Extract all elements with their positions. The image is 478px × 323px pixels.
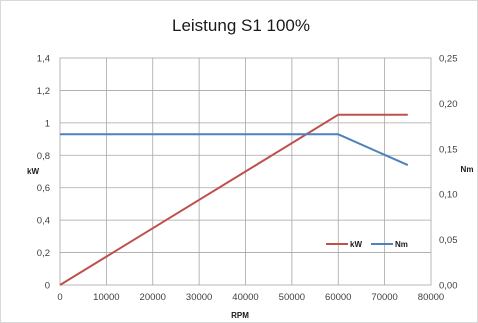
series-line-nm <box>60 133 409 167</box>
x-axis-title: RPM <box>231 311 249 320</box>
x-tick-label: 40000 <box>232 292 258 303</box>
chart-title: Leistung S1 100% <box>172 16 310 35</box>
x-tick-label: 10000 <box>93 292 119 303</box>
y-tick-label: 0,2 <box>37 248 50 259</box>
y-tick-label: 1,2 <box>37 86 50 97</box>
y-tick-label: 1 <box>45 118 50 129</box>
y2-tick-label: 0,25 <box>439 54 458 65</box>
x-tick-label: 30000 <box>186 292 212 303</box>
legend: kW Nm <box>326 240 408 249</box>
y2-tick-label: 0,05 <box>439 235 458 246</box>
plot-area <box>59 57 432 286</box>
x-tick-label: 70000 <box>371 292 397 303</box>
legend-label-nm: Nm <box>395 240 408 249</box>
y2-tick-label: 0,00 <box>439 281 458 292</box>
y-tick-label: 0 <box>45 281 50 292</box>
y-axis-ticks: 0 0,2 0,4 0,6 0,8 1 1,2 1,4 <box>37 54 50 292</box>
x-tick-label: 0 <box>57 292 62 303</box>
y2-axis-ticks: 0,00 0,05 0,10 0,15 0,20 0,25 <box>439 54 458 292</box>
x-tick-label: 20000 <box>140 292 166 303</box>
x-tick-label: 50000 <box>279 292 305 303</box>
series-lines <box>59 113 409 286</box>
y2-tick-label: 0,10 <box>439 190 458 201</box>
y-tick-label: 1,4 <box>37 54 50 65</box>
grid-lines <box>60 58 431 285</box>
y2-axis-title: Nm <box>461 165 474 174</box>
y2-tick-label: 0,20 <box>439 99 458 110</box>
x-tick-label: 60000 <box>325 292 351 303</box>
y-tick-label: 0,4 <box>37 216 50 227</box>
y-tick-label: 0,8 <box>37 151 50 162</box>
series-line-kw <box>59 113 408 286</box>
y2-tick-label: 0,15 <box>439 144 458 155</box>
y-axis-title: kW <box>27 167 39 176</box>
x-tick-label: 80000 <box>418 292 444 303</box>
x-axis-ticks: 0 10000 20000 30000 40000 50000 60000 70000 8000… <box>57 292 444 303</box>
legend-label-kw: kW <box>350 240 362 249</box>
y-tick-label: 0,6 <box>37 183 50 194</box>
